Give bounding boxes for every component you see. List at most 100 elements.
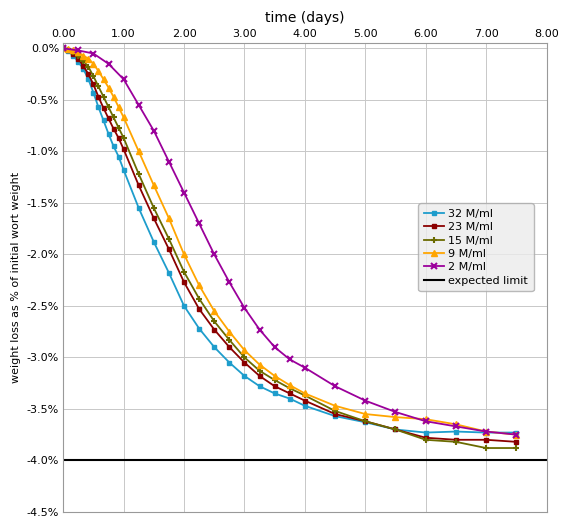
32 M/ml <box>95 104 102 110</box>
9 M/ml <box>120 114 127 121</box>
23 M/ml <box>362 418 369 424</box>
2 M/ml <box>453 423 459 430</box>
23 M/ml <box>211 326 218 333</box>
2 M/ml <box>75 47 82 53</box>
23 M/ml <box>120 146 127 152</box>
9 M/ml <box>483 428 490 435</box>
32 M/ml <box>362 419 369 425</box>
9 M/ml <box>150 182 157 188</box>
32 M/ml <box>65 48 72 54</box>
32 M/ml <box>271 390 278 397</box>
23 M/ml <box>196 306 202 312</box>
15 M/ml <box>120 135 127 141</box>
Line: 32 M/ml: 32 M/ml <box>61 46 519 435</box>
15 M/ml <box>135 171 142 177</box>
23 M/ml <box>70 50 77 57</box>
9 M/ml <box>70 47 77 53</box>
2 M/ml <box>135 102 142 108</box>
32 M/ml <box>165 270 172 276</box>
15 M/ml <box>65 47 72 53</box>
32 M/ml <box>453 428 459 435</box>
23 M/ml <box>135 182 142 188</box>
2 M/ml <box>422 418 429 424</box>
15 M/ml <box>90 73 97 79</box>
2 M/ml <box>483 428 490 435</box>
15 M/ml <box>362 418 369 424</box>
9 M/ml <box>60 45 67 51</box>
23 M/ml <box>90 81 97 88</box>
9 M/ml <box>181 251 188 258</box>
2 M/ml <box>120 76 127 83</box>
15 M/ml <box>483 445 490 451</box>
23 M/ml <box>302 397 308 404</box>
15 M/ml <box>286 385 293 391</box>
23 M/ml <box>110 125 117 132</box>
32 M/ml <box>135 205 142 211</box>
32 M/ml <box>422 430 429 436</box>
2 M/ml <box>241 305 248 311</box>
32 M/ml <box>120 167 127 173</box>
9 M/ml <box>105 84 112 90</box>
2 M/ml <box>392 409 399 415</box>
9 M/ml <box>110 94 117 100</box>
9 M/ml <box>453 421 459 427</box>
15 M/ml <box>181 269 188 275</box>
2 M/ml <box>286 356 293 362</box>
9 M/ml <box>115 104 122 110</box>
15 M/ml <box>80 58 87 64</box>
2 M/ml <box>196 220 202 226</box>
2 M/ml <box>256 326 263 333</box>
32 M/ml <box>75 59 82 65</box>
32 M/ml <box>286 395 293 402</box>
32 M/ml <box>241 373 248 379</box>
2 M/ml <box>105 61 112 67</box>
X-axis label: time (days): time (days) <box>265 11 345 25</box>
2 M/ml <box>302 364 308 371</box>
32 M/ml <box>150 239 157 245</box>
15 M/ml <box>513 445 520 451</box>
9 M/ml <box>241 347 248 353</box>
9 M/ml <box>392 414 399 421</box>
expected limit <box>60 457 67 463</box>
9 M/ml <box>90 61 97 67</box>
9 M/ml <box>196 282 202 288</box>
2 M/ml <box>362 397 369 404</box>
15 M/ml <box>453 439 459 445</box>
Legend: 32 M/ml, 23 M/ml, 15 M/ml, 9 M/ml, 2 M/ml, expected limit: 32 M/ml, 23 M/ml, 15 M/ml, 9 M/ml, 2 M/m… <box>418 204 534 291</box>
32 M/ml <box>105 131 112 137</box>
32 M/ml <box>70 52 77 59</box>
23 M/ml <box>226 344 233 350</box>
23 M/ml <box>181 279 188 285</box>
9 M/ml <box>135 148 142 154</box>
23 M/ml <box>256 373 263 379</box>
15 M/ml <box>241 354 248 361</box>
32 M/ml <box>392 426 399 433</box>
2 M/ml <box>90 50 97 57</box>
15 M/ml <box>392 426 399 433</box>
Line: 2 M/ml: 2 M/ml <box>60 45 519 438</box>
15 M/ml <box>302 393 308 399</box>
23 M/ml <box>165 246 172 252</box>
15 M/ml <box>271 377 278 383</box>
9 M/ml <box>75 49 82 56</box>
2 M/ml <box>150 127 157 134</box>
Y-axis label: weight loss as % of initial wort weight: weight loss as % of initial wort weight <box>11 172 21 383</box>
15 M/ml <box>256 368 263 374</box>
32 M/ml <box>60 45 67 51</box>
15 M/ml <box>211 318 218 324</box>
9 M/ml <box>65 46 72 52</box>
15 M/ml <box>105 104 112 110</box>
32 M/ml <box>115 153 122 160</box>
32 M/ml <box>483 430 490 436</box>
23 M/ml <box>422 434 429 441</box>
32 M/ml <box>110 143 117 149</box>
2 M/ml <box>165 159 172 165</box>
23 M/ml <box>100 105 107 111</box>
32 M/ml <box>90 89 97 96</box>
2 M/ml <box>181 189 188 196</box>
32 M/ml <box>226 359 233 366</box>
23 M/ml <box>105 115 112 122</box>
9 M/ml <box>165 215 172 222</box>
32 M/ml <box>181 303 188 309</box>
32 M/ml <box>196 325 202 332</box>
